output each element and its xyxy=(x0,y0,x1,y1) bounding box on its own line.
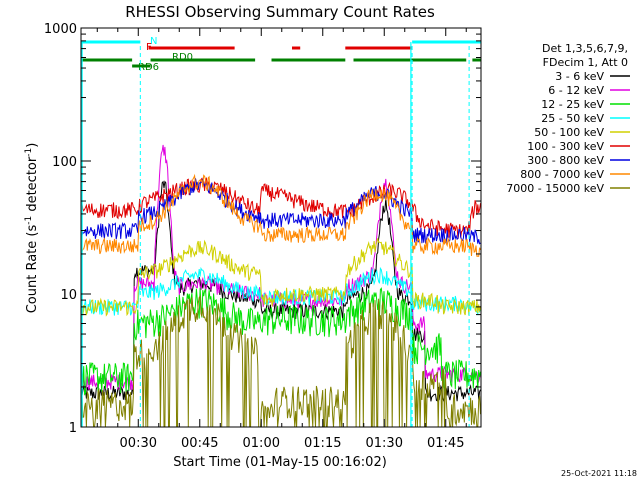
y-label-end: ) xyxy=(25,143,40,148)
series-line xyxy=(81,238,481,317)
flag-bar-f xyxy=(148,46,235,50)
y-label-sup2: -1 xyxy=(24,148,34,157)
flag-bar-rd0 xyxy=(353,58,467,62)
y-axis-label: Count Rate (s-1 detector-1) xyxy=(24,143,40,314)
flag-bar-n xyxy=(412,40,481,44)
legend-label: 100 - 300 keV xyxy=(527,140,604,153)
y-tick-label: 1000 xyxy=(44,22,77,37)
legend: Det 1,3,5,6,7,9, FDecim 1, Att 0 3 - 6 k… xyxy=(506,42,630,195)
x-axis-label: Start Time (01-May-15 00:16:02) xyxy=(173,455,387,470)
y-axis: 1 10 100 1000 xyxy=(44,22,481,436)
legend-label: 3 - 6 keV xyxy=(555,70,604,83)
x-tick-label: 01:45 xyxy=(427,436,464,451)
x-tick-label: 01:30 xyxy=(366,436,403,451)
legend-header-1: Det 1,3,5,6,7,9, xyxy=(542,42,628,55)
x-tick-label: 01:15 xyxy=(304,436,341,451)
flag-bar-rd0 xyxy=(150,58,256,62)
series-line xyxy=(81,178,481,245)
flag-bar-rd0 xyxy=(81,58,133,62)
flags-layer: NF RD0 RD6 xyxy=(81,36,481,427)
flag-label-rd0: RD0 xyxy=(172,52,193,63)
flag-bar-rd0 xyxy=(271,58,346,62)
plot-frame xyxy=(80,27,482,428)
flag-label-n: N xyxy=(150,36,157,47)
legend-label: 50 - 100 keV xyxy=(534,126,604,139)
x-tick-label: 00:30 xyxy=(120,436,157,451)
chart-title: RHESSI Observing Summary Count Rates xyxy=(125,3,435,21)
series-layer xyxy=(81,144,481,427)
timestamp: 25-Oct-2021 11:18 xyxy=(561,469,637,478)
flag-bar-f xyxy=(292,46,301,50)
series-line xyxy=(81,173,481,257)
x-tick-label: 01:00 xyxy=(243,436,280,451)
series-line xyxy=(81,287,481,396)
flag-bar-rd6 xyxy=(132,64,151,68)
y-label-sup1: -1 xyxy=(24,216,34,225)
series-line xyxy=(81,294,481,427)
legend-label: 6 - 12 keV xyxy=(548,84,604,97)
flag-bar-n xyxy=(81,40,141,44)
legend-label: 7000 - 15000 keV xyxy=(506,182,604,195)
y-label-mid: detector xyxy=(25,156,40,216)
y-tick-label: 10 xyxy=(60,288,77,303)
x-axis: 00:30 00:45 01:00 01:15 01:30 01:45 xyxy=(96,28,467,451)
flag-label-rd6: RD6 xyxy=(138,62,159,73)
y-label-main: Count Rate (s xyxy=(25,225,40,314)
legend-label: 12 - 25 keV xyxy=(541,98,604,111)
legend-label: 300 - 800 keV xyxy=(527,154,604,167)
legend-label: 800 - 7000 keV xyxy=(520,168,604,181)
flag-bar-rd0 xyxy=(472,58,481,62)
series-line xyxy=(81,177,481,239)
flag-bar-f xyxy=(345,46,413,50)
x-tick-label: 00:45 xyxy=(181,436,218,451)
legend-header-2: FDecim 1, Att 0 xyxy=(543,56,628,69)
flag-label-f: F xyxy=(146,42,152,53)
legend-label: 25 - 50 keV xyxy=(541,112,604,125)
y-tick-label: 1 xyxy=(69,421,77,436)
y-tick-label: 100 xyxy=(52,155,77,170)
